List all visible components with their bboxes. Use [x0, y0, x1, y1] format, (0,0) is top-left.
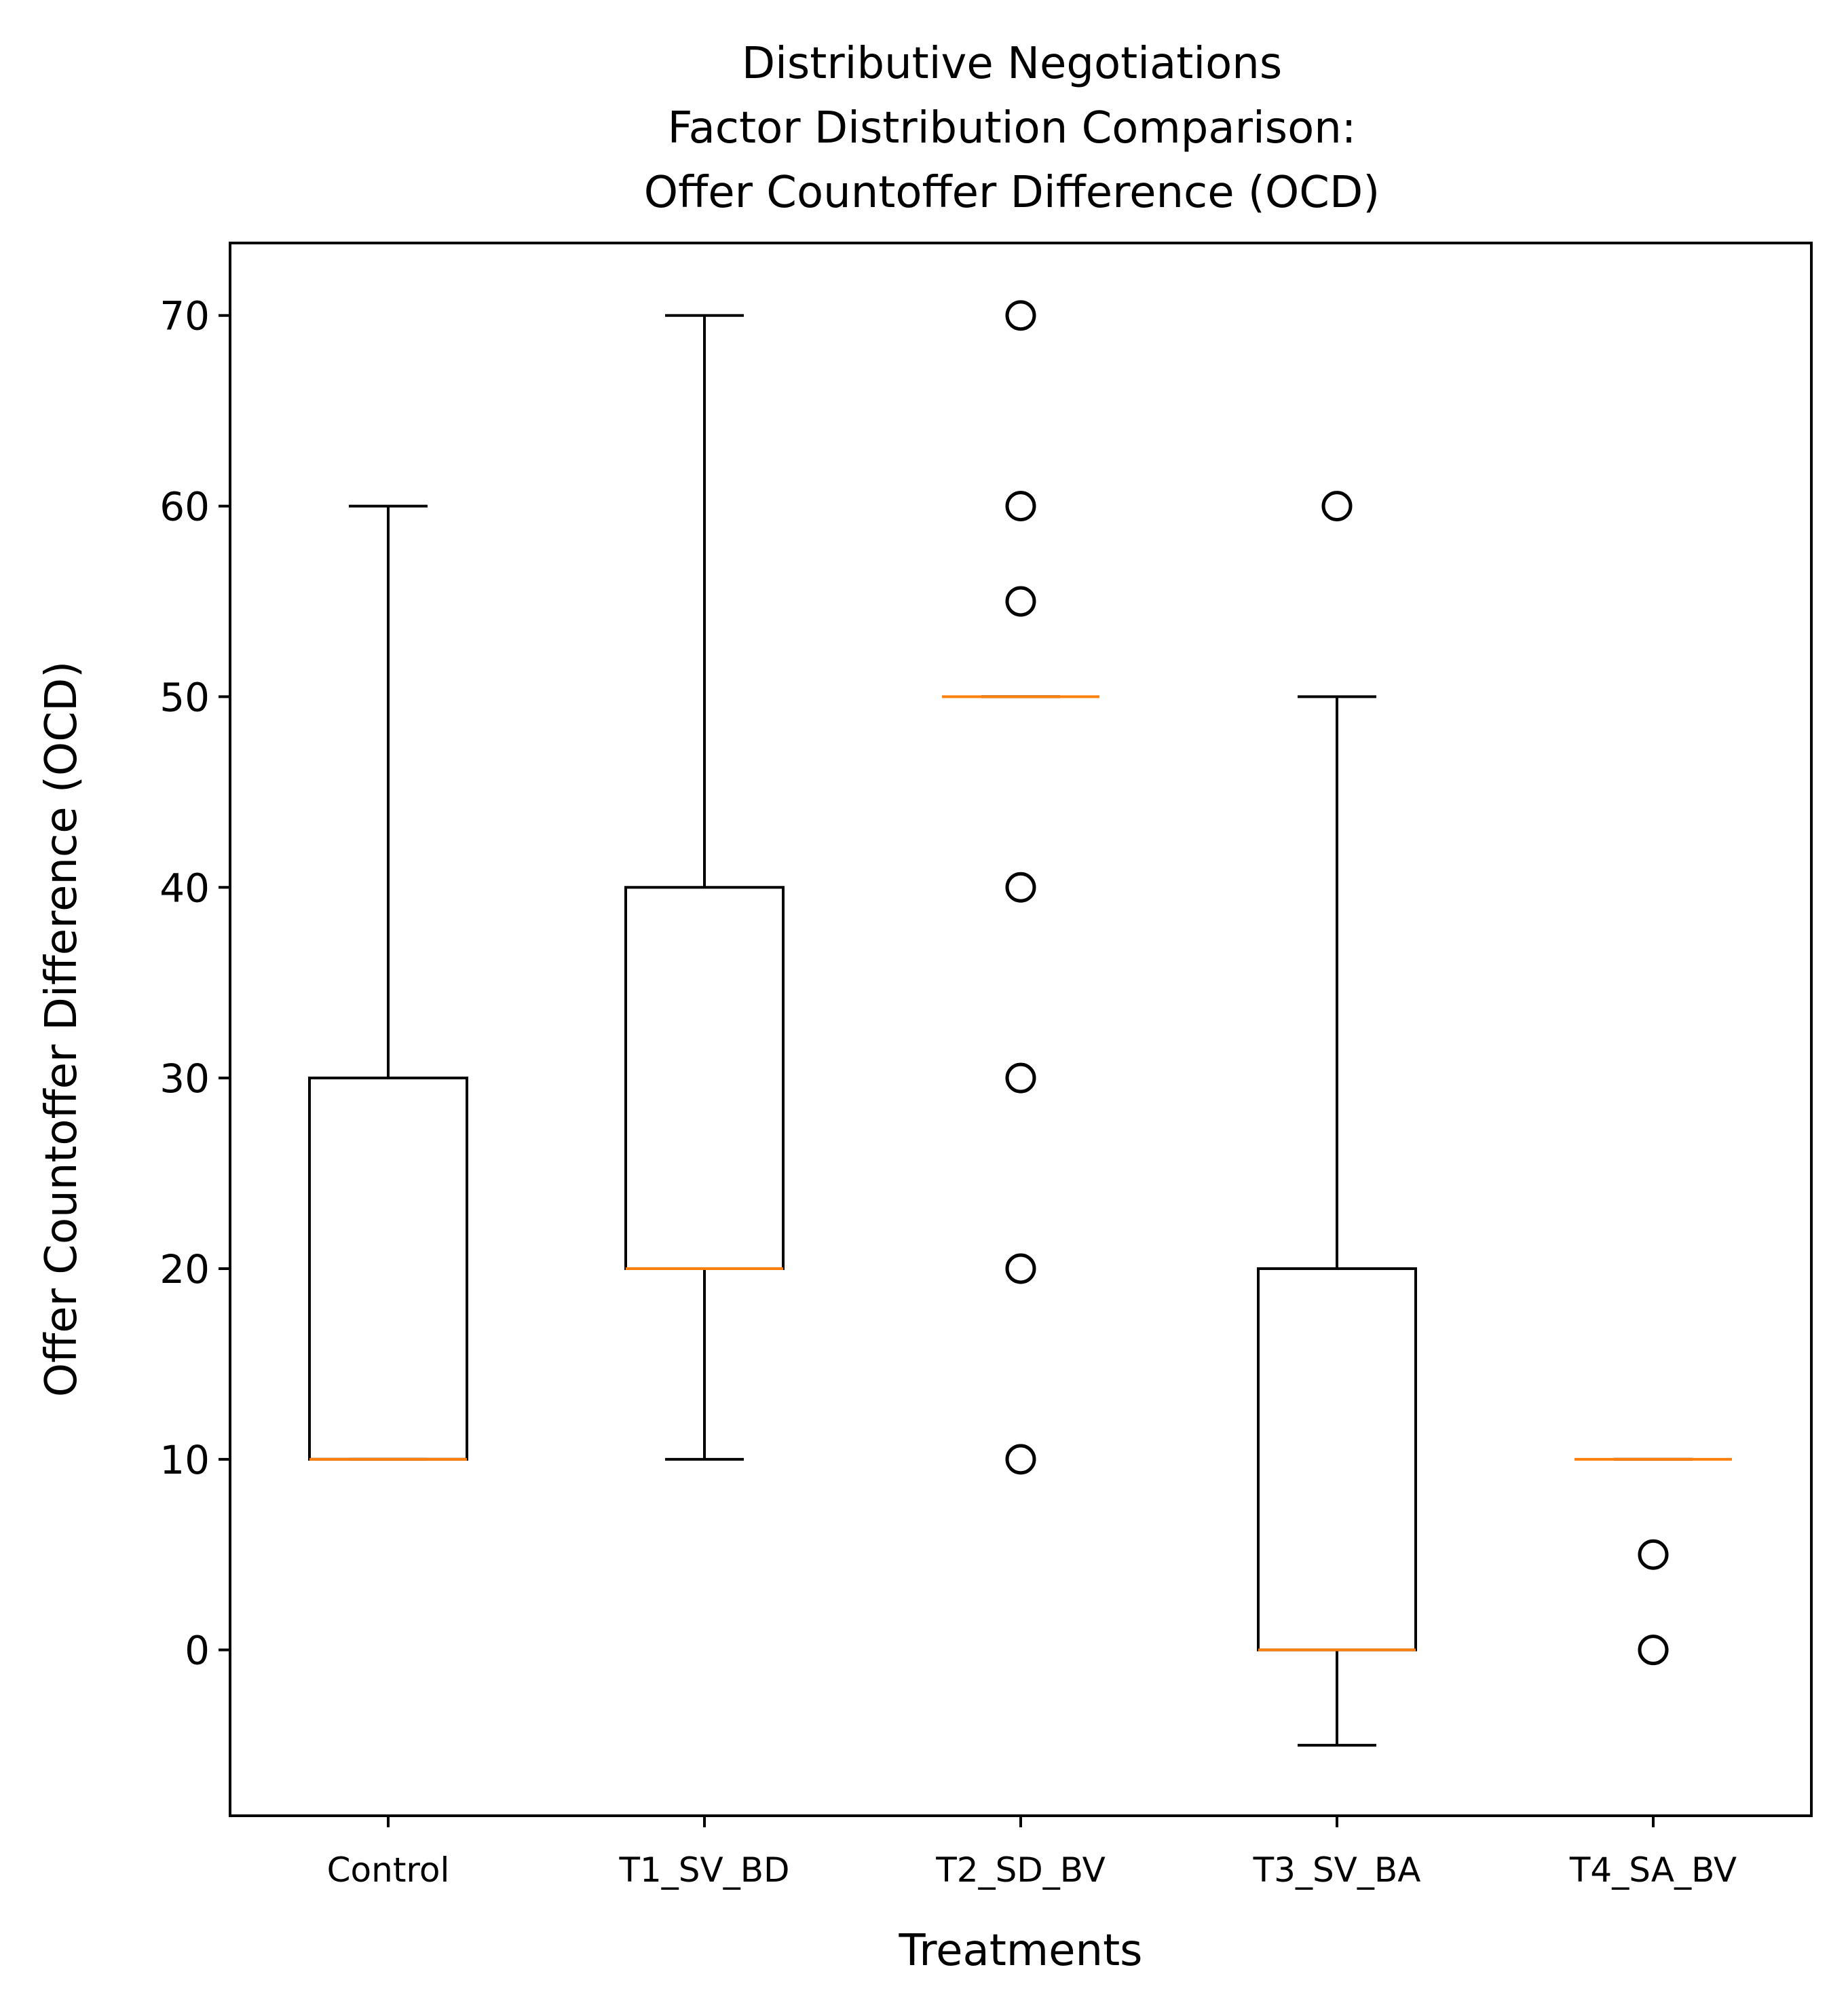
y-tick-label: 60	[159, 484, 210, 530]
y-tick-label: 10	[159, 1437, 210, 1483]
x-tick-label: T4_SA_BV	[1569, 1850, 1737, 1890]
outlier-point	[1638, 1539, 1669, 1570]
outlier-point	[1005, 1444, 1036, 1475]
outlier-point	[1005, 1253, 1036, 1284]
x-tick-label: T3_SV_BA	[1253, 1850, 1421, 1890]
outlier-point	[1005, 300, 1036, 331]
chart-title-line-3: Offer Countoffer Difference (OCD)	[644, 168, 1380, 218]
outlier-point	[1321, 491, 1353, 522]
x-axis: Control T1_SV_BD T2_SD_BV T3_SV_BA T4_SA_BV	[327, 1816, 1737, 1890]
x-axis-label: Treatments	[899, 1926, 1143, 1976]
outlier-point	[1638, 1635, 1669, 1666]
outlier-point	[1005, 1062, 1036, 1094]
y-tick-label: 0	[185, 1628, 210, 1674]
box-group-control	[308, 504, 468, 1461]
plot-area	[308, 300, 1732, 1747]
outlier-point	[1005, 586, 1036, 617]
x-tick-label: Control	[327, 1850, 450, 1890]
y-tick-label: 40	[159, 865, 210, 911]
outlier-point	[1005, 872, 1036, 903]
y-tick-label: 30	[159, 1056, 210, 1102]
y-tick-label: 20	[159, 1246, 210, 1292]
box-group-t2-sd-bv	[942, 300, 1099, 1475]
y-tick-label: 70	[159, 293, 210, 339]
box-group-t4-sa-bv	[1574, 1457, 1732, 1666]
x-tick-label: T2_SD_BV	[935, 1850, 1106, 1890]
chart-title-line-1: Distributive Negotiations	[742, 39, 1282, 89]
outlier-point	[1005, 491, 1036, 522]
box-group-t1-sv-bd	[624, 314, 785, 1461]
x-tick-label: T1_SV_BD	[618, 1850, 789, 1890]
y-tick-label: 50	[159, 674, 210, 720]
box-group-t3-sv-ba	[1257, 491, 1417, 1747]
chart-title-line-2: Factor Distribution Comparison:	[668, 103, 1357, 153]
y-axis: 0 10 20 30 40 50 60 70	[159, 293, 230, 1674]
y-axis-label: Offer Countoffer Difference (OCD)	[37, 661, 87, 1397]
